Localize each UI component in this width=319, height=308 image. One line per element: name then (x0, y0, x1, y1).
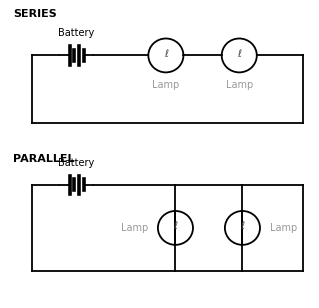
Text: Lamp: Lamp (121, 223, 148, 233)
Text: ℓ: ℓ (164, 49, 168, 59)
Text: Lamp: Lamp (152, 80, 180, 90)
Text: Lamp: Lamp (226, 80, 253, 90)
Text: Battery: Battery (58, 29, 95, 38)
Text: ℓ: ℓ (237, 49, 241, 59)
Text: SERIES: SERIES (13, 9, 56, 19)
Text: ℓ: ℓ (241, 221, 244, 231)
Text: PARALLEL: PARALLEL (13, 154, 74, 164)
Text: Lamp: Lamp (270, 223, 297, 233)
Text: ℓ: ℓ (174, 221, 177, 231)
Text: Battery: Battery (58, 158, 95, 168)
